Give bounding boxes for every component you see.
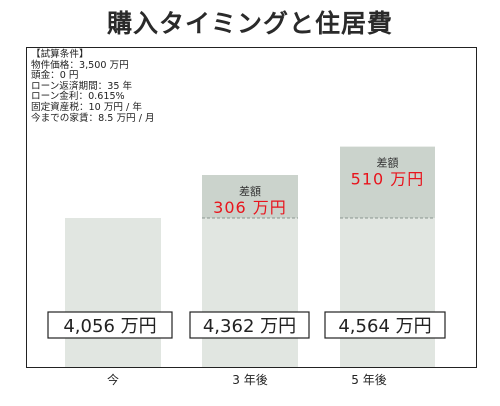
value-label-2: 4,564 万円: [338, 316, 431, 337]
value-label-0: 4,056 万円: [63, 316, 156, 337]
condition-rent: 今までの家賃：8.5 万円 / 月: [31, 112, 155, 124]
value-label-1: 4,362 万円: [203, 316, 296, 337]
bar-base-2: [340, 218, 435, 367]
conditions-heading: 【試算条件】: [31, 49, 89, 60]
condition-down-payment: 頭金：0 円: [31, 70, 79, 82]
difference-value-2: 510 万円: [351, 170, 425, 189]
difference-value-1: 306 万円: [213, 198, 287, 217]
x-label-3-years: 3 年後: [232, 373, 268, 387]
difference-heading-1: 差額: [239, 184, 261, 198]
x-label-now: 今: [106, 373, 119, 387]
bar-base-1: [202, 218, 298, 367]
conditions-box: 【試算条件】 物件価格：3,500 万円 頭金：0 円 ローン返済期間：35 年…: [31, 49, 155, 124]
bar-difference-1: [202, 175, 298, 218]
value-box-1: [189, 311, 310, 339]
x-label-5-years: 5 年後: [351, 373, 387, 387]
value-box-0: [47, 311, 173, 339]
condition-property-tax: 固定資産税：10 万円 / 年: [31, 101, 142, 113]
bar-base-0: [65, 218, 161, 367]
chart-title: 購入タイミングと住居費: [106, 9, 393, 38]
value-box-2: [324, 311, 446, 339]
condition-price: 物件価格：3,500 万円: [31, 59, 129, 71]
bar-difference-2: [340, 146, 435, 218]
condition-interest: ローン金利：0.615%: [31, 91, 125, 103]
condition-loan-term: ローン返済期間：35 年: [31, 80, 133, 92]
difference-heading-2: 差額: [377, 156, 399, 170]
